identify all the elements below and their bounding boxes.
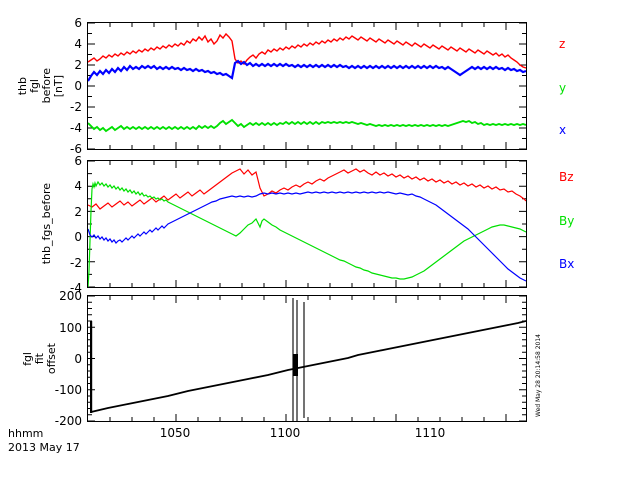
panel3-canvas [88, 296, 526, 421]
panel2-ytick-m2: -2 [70, 256, 82, 270]
panel3-spike-blob [293, 354, 298, 376]
panel1-ytick-m6: -6 [70, 142, 82, 156]
panel3-ytick-m100: -100 [54, 383, 82, 397]
panel3-ticks-top [109, 296, 507, 303]
panel2-plot-frame [87, 160, 527, 288]
panel3-ytick-100: 100 [59, 321, 82, 335]
xtick-1110: 1110 [414, 426, 446, 440]
panel1-legend-y: y [559, 81, 567, 95]
panel1-ticks-bottom [109, 142, 507, 149]
panel2-ytick-6: 6 [74, 154, 82, 168]
panel1-canvas [88, 23, 526, 149]
panel2-y-axis-label-line-1: thb_fgs_before [40, 183, 53, 265]
panel2-y-axis-label: thb_fgs_before [38, 160, 56, 288]
panel3-trace-fit-offset [90, 320, 526, 413]
panel2-ticks-right [519, 161, 526, 287]
panel1-ytick-0: 0 [74, 79, 82, 93]
panel3-ytick-m200: -200 [54, 414, 82, 428]
panel1-trace-y [88, 118, 526, 133]
panel1-trace-x [88, 59, 526, 82]
x-axis-date-label: 2013 May 17 [8, 441, 80, 454]
panel3-plot-frame [87, 295, 527, 422]
panel3-ticks-bottom [109, 414, 507, 421]
panel1-ytick-2: 2 [74, 58, 82, 72]
panel2-ticks-bottom [109, 280, 507, 287]
figure-timestamp: Wed May 28 20:14:58 2014 [535, 334, 542, 417]
panel2-canvas [88, 161, 526, 287]
panel1-ticks-left [88, 23, 95, 149]
panel1-ticks-top [109, 23, 507, 30]
panel1-trace-z [88, 32, 526, 69]
panel2-ytick-2: 2 [74, 205, 82, 219]
panel3-ytick-0: 0 [74, 352, 82, 366]
panel1-plot-frame [87, 22, 527, 150]
panel2-ytick-4: 4 [74, 179, 82, 193]
panel2-ticks-top [109, 161, 507, 168]
panel2-legend-By: By [559, 214, 575, 228]
panel1-ticks-right [519, 23, 526, 149]
panel1-legend-z: z [559, 37, 566, 51]
panel2-ytick-0: 0 [74, 230, 82, 244]
panel3-initial-transient [90, 321, 93, 413]
panel2-trace-By [88, 180, 526, 287]
panel3-ticks-right [519, 296, 526, 421]
panel3-ytick-200: 200 [59, 289, 82, 303]
panel2-legend-Bx: Bx [559, 257, 575, 271]
panel1-ytick-m4: -4 [70, 121, 82, 135]
panel1-legend-x: x [559, 123, 567, 137]
panel2-ytick-m4: -4 [70, 281, 82, 295]
panel1-ytick-4: 4 [74, 37, 82, 51]
xtick-1050: 1050 [159, 426, 191, 440]
xtick-1100: 1100 [269, 426, 301, 440]
panel2-trace-Bx [88, 191, 526, 282]
panel1-ytick-6: 6 [74, 16, 82, 30]
panel1-ytick-m2: -2 [70, 100, 82, 114]
x-axis-name-label: hhmm [8, 427, 44, 440]
panel2-trace-Bz [88, 168, 526, 210]
panel2-legend-Bz: Bz [559, 170, 574, 184]
